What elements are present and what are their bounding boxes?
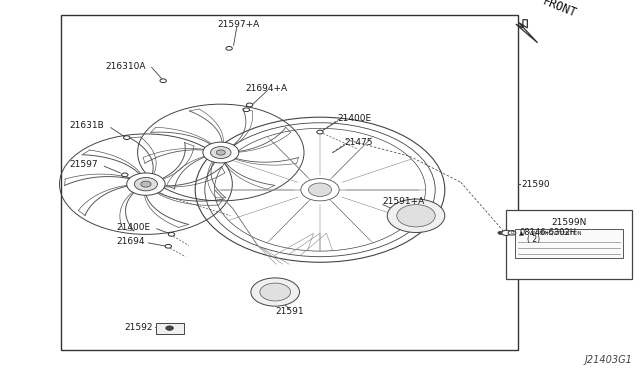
Text: 21590: 21590: [522, 180, 550, 189]
Text: J21403G1: J21403G1: [584, 355, 632, 365]
Text: 21475: 21475: [344, 138, 373, 147]
Circle shape: [203, 142, 239, 163]
Text: ( 2): ( 2): [527, 235, 541, 244]
Text: 216310A: 216310A: [106, 62, 146, 71]
Circle shape: [127, 173, 165, 195]
Text: 21400E: 21400E: [116, 223, 150, 232]
Circle shape: [168, 232, 175, 236]
Circle shape: [308, 183, 332, 196]
Circle shape: [508, 231, 516, 235]
Bar: [515, 230, 623, 258]
Bar: [506, 210, 632, 279]
Polygon shape: [516, 20, 538, 43]
Circle shape: [301, 179, 339, 201]
Circle shape: [160, 79, 166, 83]
Circle shape: [243, 108, 250, 112]
Circle shape: [260, 283, 291, 301]
Circle shape: [141, 181, 151, 187]
Circle shape: [216, 150, 225, 155]
Circle shape: [134, 177, 157, 191]
Text: 21591+A: 21591+A: [383, 197, 425, 206]
Text: FRONT: FRONT: [540, 0, 578, 20]
Circle shape: [166, 326, 173, 330]
Bar: [61, 15, 518, 350]
Circle shape: [251, 278, 300, 306]
Circle shape: [211, 147, 231, 158]
Circle shape: [387, 199, 445, 232]
Circle shape: [165, 244, 172, 248]
Circle shape: [498, 231, 503, 234]
Circle shape: [502, 230, 511, 235]
Text: 21694+A: 21694+A: [245, 84, 287, 93]
Text: 21591: 21591: [275, 307, 304, 316]
Text: 21631B: 21631B: [69, 121, 104, 130]
Text: B: B: [510, 230, 514, 235]
Circle shape: [246, 103, 253, 107]
Text: WARNING/ATTENTION: WARNING/ATTENTION: [529, 231, 583, 236]
Text: ▲: ▲: [519, 231, 524, 236]
Text: 08146-6302H: 08146-6302H: [520, 228, 577, 237]
Circle shape: [124, 136, 130, 140]
Text: 21597+A: 21597+A: [218, 20, 260, 29]
Text: 21592: 21592: [125, 323, 154, 332]
Circle shape: [122, 173, 128, 177]
Text: 21694: 21694: [116, 237, 145, 246]
Circle shape: [317, 130, 323, 134]
Text: 21597: 21597: [69, 160, 98, 169]
Text: 21400E: 21400E: [337, 114, 371, 123]
Bar: [156, 323, 184, 334]
Circle shape: [226, 46, 232, 50]
Circle shape: [397, 205, 435, 227]
Text: 21599N: 21599N: [551, 218, 587, 227]
